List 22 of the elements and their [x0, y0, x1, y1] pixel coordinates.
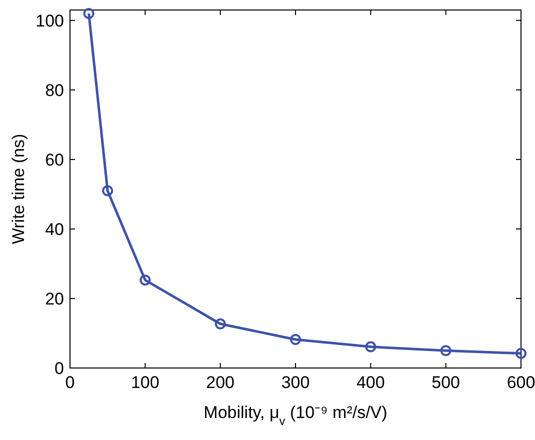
x-tick-label: 500 — [432, 373, 460, 392]
y-tick-label: 20 — [45, 289, 64, 308]
y-tick-label: 60 — [45, 150, 64, 170]
y-tick-label: 100 — [36, 11, 64, 30]
x-axis-title: Mobility, μ$_{v}$ (10⁻⁹ m²/s/V) — [204, 403, 388, 428]
point — [365, 341, 376, 352]
x-tick-label: 600 — [506, 373, 535, 392]
point — [140, 274, 151, 286]
x-tick-label: 300 — [281, 373, 310, 392]
x-tick-label: 200 — [206, 373, 235, 392]
x-tick-label: 400 — [356, 373, 385, 392]
point — [214, 318, 226, 330]
point — [290, 334, 301, 345]
y-axis-title: Write time (ns) — [9, 134, 28, 244]
y-tick-label: 80 — [45, 80, 64, 100]
point — [440, 345, 452, 356]
y-tick-label: 0 — [54, 358, 64, 378]
x-tick-label: 100 — [130, 373, 160, 392]
y-tick-label: 40 — [45, 220, 64, 239]
point — [83, 8, 94, 19]
point — [102, 185, 114, 196]
point — [516, 348, 526, 359]
